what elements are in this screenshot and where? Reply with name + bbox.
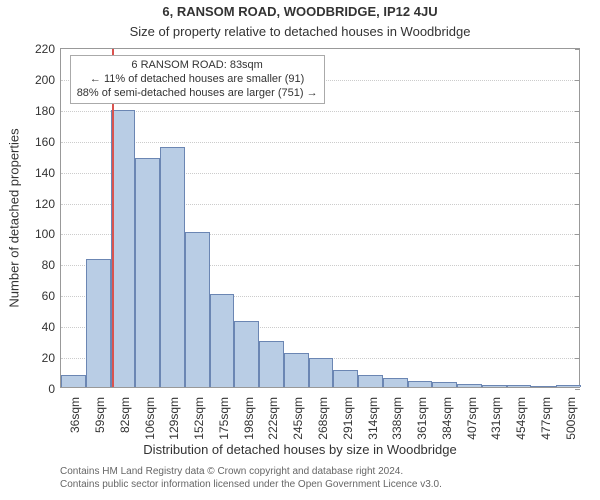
histogram-bar	[86, 259, 111, 387]
histogram-bar	[259, 341, 284, 387]
y-tick-label: 40	[42, 320, 55, 334]
y-tick-label: 20	[42, 351, 55, 365]
y-tick-label: 200	[35, 73, 55, 87]
x-tick-label: 175sqm	[217, 395, 231, 447]
gridline	[61, 111, 579, 112]
x-tick-label: 152sqm	[192, 395, 206, 447]
histogram-bar	[210, 294, 235, 387]
x-tick-label: 268sqm	[316, 395, 330, 447]
x-tick-label: 361sqm	[415, 395, 429, 447]
histogram-bar	[432, 382, 457, 387]
y-tick-mark	[575, 49, 580, 50]
chart-subtitle: Size of property relative to detached ho…	[0, 24, 600, 39]
x-tick-label: 477sqm	[539, 395, 553, 447]
y-tick-mark	[575, 234, 580, 235]
x-tick-label: 198sqm	[242, 395, 256, 447]
x-tick-label: 454sqm	[514, 395, 528, 447]
x-tick-label: 431sqm	[489, 395, 503, 447]
histogram-bar	[507, 385, 532, 387]
y-tick-mark	[575, 358, 580, 359]
y-tick-mark	[575, 296, 580, 297]
y-tick-mark	[575, 142, 580, 143]
x-tick-label: 245sqm	[291, 395, 305, 447]
x-tick-label: 82sqm	[118, 395, 132, 447]
y-tick-label: 0	[48, 382, 55, 396]
y-tick-label: 100	[35, 227, 55, 241]
y-tick-label: 160	[35, 135, 55, 149]
plot-area: 02040608010012014016018020022036sqm59sqm…	[60, 48, 580, 388]
x-tick-label: 106sqm	[143, 395, 157, 447]
y-tick-mark	[575, 204, 580, 205]
y-tick-label: 60	[42, 289, 55, 303]
histogram-bar	[556, 385, 581, 387]
y-tick-label: 180	[35, 104, 55, 118]
y-tick-label: 120	[35, 197, 55, 211]
x-tick-label: 36sqm	[68, 395, 82, 447]
histogram-bar	[531, 386, 556, 387]
y-tick-label: 80	[42, 258, 55, 272]
y-tick-mark	[575, 173, 580, 174]
histogram-bar	[111, 110, 136, 387]
x-tick-label: 291sqm	[341, 395, 355, 447]
histogram-bar	[408, 381, 433, 387]
annotation-line-1: 6 RANSOM ROAD: 83sqm	[77, 59, 318, 73]
y-axis-label: Number of detached properties	[7, 128, 22, 307]
x-tick-label: 384sqm	[440, 395, 454, 447]
y-tick-label: 140	[35, 166, 55, 180]
footer-line-2: Contains public sector information licen…	[60, 479, 590, 492]
y-tick-mark	[575, 327, 580, 328]
histogram-bar	[185, 232, 210, 387]
y-tick-mark	[575, 389, 580, 390]
gridline	[61, 142, 579, 143]
y-tick-mark	[575, 111, 580, 112]
histogram-bar	[333, 370, 358, 387]
x-tick-label: 222sqm	[266, 395, 280, 447]
histogram-bar	[160, 147, 185, 387]
x-tick-label: 314sqm	[366, 395, 380, 447]
x-tick-label: 500sqm	[564, 395, 578, 447]
y-tick-mark	[575, 80, 580, 81]
histogram-bar	[135, 158, 160, 387]
annotation-box: 6 RANSOM ROAD: 83sqm← 11% of detached ho…	[70, 55, 325, 104]
y-tick-mark	[575, 265, 580, 266]
x-tick-label: 59sqm	[93, 395, 107, 447]
histogram-bar	[309, 358, 334, 387]
x-tick-label: 338sqm	[390, 395, 404, 447]
histogram-bar	[284, 353, 309, 387]
annotation-line-2: ← 11% of detached houses are smaller (91…	[77, 73, 318, 87]
histogram-bar	[457, 384, 482, 387]
y-tick-label: 220	[35, 42, 55, 56]
histogram-bar	[383, 378, 408, 387]
histogram-bar	[482, 385, 507, 387]
footer-line-1: Contains HM Land Registry data © Crown c…	[60, 466, 590, 479]
footer-attribution: Contains HM Land Registry data © Crown c…	[60, 466, 590, 491]
histogram-bar	[358, 375, 383, 387]
histogram-bar	[234, 321, 259, 387]
chart-title: 6, RANSOM ROAD, WOODBRIDGE, IP12 4JU	[0, 4, 600, 19]
annotation-line-3: 88% of semi-detached houses are larger (…	[77, 87, 318, 101]
histogram-bar	[61, 375, 86, 387]
x-axis-label: Distribution of detached houses by size …	[0, 442, 600, 457]
x-tick-label: 407sqm	[465, 395, 479, 447]
x-tick-label: 129sqm	[167, 395, 181, 447]
